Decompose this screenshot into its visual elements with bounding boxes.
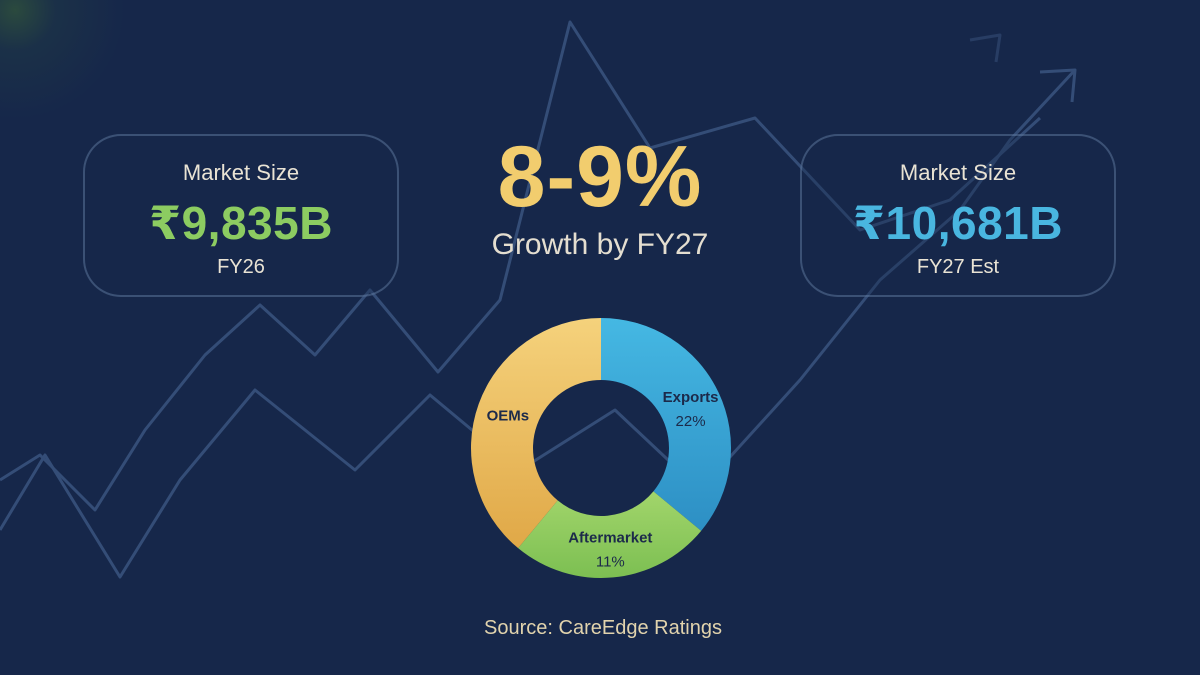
- market-size-fy26-label: Market Size: [182, 160, 300, 185]
- background-arrow-head-small: [969, 33, 1002, 63]
- market-size-fy26-card: Market Size ₹9,835B FY26: [83, 134, 399, 297]
- market-size-fy26-year: FY26: [217, 256, 265, 278]
- growth-rate-headline: 8-9%: [497, 129, 703, 225]
- market-size-fy26-value: ₹9,835B: [149, 197, 333, 249]
- donut-label-oems: OEMs: [487, 407, 530, 424]
- donut-slice-aftermarket: [518, 491, 702, 578]
- growth-rate-caption: Growth by FY27: [491, 228, 709, 261]
- donut-value-aftermarket: 11%: [596, 554, 625, 571]
- background-trend-line-upper: [0, 20, 1042, 512]
- market-size-fy27-card: Market Size ₹10,681B FY27 Est: [800, 134, 1116, 297]
- donut-slice-oems: [471, 318, 601, 549]
- source-caption: Source: CareEdge Ratings: [484, 617, 722, 639]
- background-arrow-head: [1039, 68, 1077, 103]
- market-size-fy27-label: Market Size: [899, 160, 1017, 185]
- donut-label-aftermarket: Aftermarket: [568, 530, 652, 547]
- donut-value-exports: 22%: [676, 413, 706, 430]
- market-size-fy27-value: ₹10,681B: [853, 197, 1063, 249]
- donut-label-exports: Exports: [663, 389, 719, 406]
- market-size-fy27-year: FY27 Est: [916, 256, 1000, 278]
- segment-donut-chart: Exports 22% Aftermarket 11% OEMs: [471, 318, 731, 578]
- donut-slice-exports: [601, 318, 731, 531]
